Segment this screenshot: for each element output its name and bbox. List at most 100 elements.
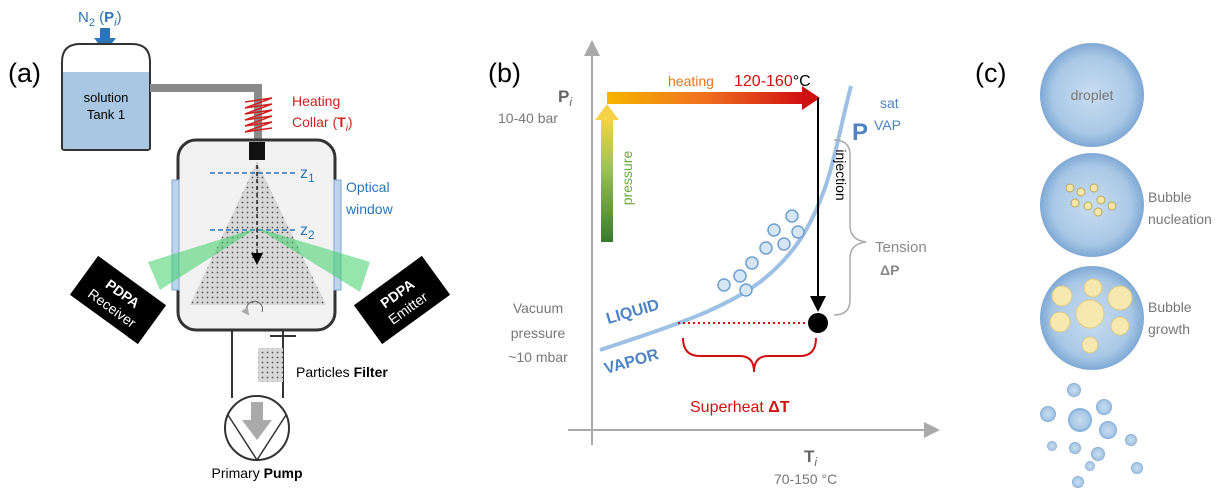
panel-label: (b) (488, 58, 521, 88)
page: (a) N2 (Pi) solution Tank 1 Heating Coll… (0, 0, 1227, 490)
droplet-fragment (1040, 406, 1056, 422)
vacuum-label: pressure (511, 325, 566, 341)
text-part: z (300, 165, 308, 182)
nucleation-label: nucleation (1148, 211, 1212, 227)
text-part: N (78, 9, 89, 26)
pump-label: Primary Pump (211, 465, 302, 481)
temp-label: 120-160°C (734, 73, 811, 90)
text-part: ( (95, 9, 104, 26)
liquid-label: LIQUID (604, 297, 661, 328)
tank-label: solution (84, 90, 129, 105)
text-part: T (804, 447, 815, 466)
bubble (1097, 196, 1105, 204)
bubble (1082, 337, 1098, 353)
bubble (740, 284, 752, 296)
pressure-arrowhead (595, 104, 619, 120)
text-part: °C (793, 73, 811, 90)
text-part: Pump (264, 465, 303, 481)
nucleation-label: Bubble (1148, 189, 1192, 205)
tension-label: ΔP (880, 262, 899, 278)
bubble (1084, 202, 1092, 210)
text-part: 120-160 (734, 73, 793, 90)
droplet-fragment (1069, 442, 1081, 454)
panel-b: (b) Pi 10-40 bar heating 120-160°C press… (488, 44, 936, 487)
nozzle (249, 142, 265, 160)
droplet-fragment (1091, 447, 1105, 461)
growth-label: growth (1148, 321, 1190, 337)
bubble (1052, 286, 1072, 306)
text-part: ) (117, 9, 122, 26)
text-part: Particles (296, 364, 354, 380)
bubble (1050, 312, 1070, 332)
p-axis-label: Pi (558, 87, 572, 109)
bubble (1071, 199, 1079, 207)
vacuum-label: ~10 mbar (508, 349, 568, 365)
pressure-arrow (601, 118, 613, 242)
bubble (1066, 184, 1074, 192)
gas-label: N2 (Pi) (78, 9, 122, 29)
heating-label: Heating (292, 93, 340, 109)
droplet-fragment (1072, 476, 1084, 488)
bubble (1076, 300, 1104, 328)
droplet-fragment (1096, 399, 1112, 415)
droplet-label: droplet (1071, 87, 1114, 103)
emitter-box (354, 256, 450, 344)
vapor-label: VAPOR (602, 346, 661, 378)
bubble (768, 224, 780, 236)
droplet-fragment (1067, 383, 1081, 397)
vacuum-label: Vacuum (513, 300, 563, 316)
bubble (746, 257, 758, 269)
text-part: P (104, 9, 114, 26)
bubble (1108, 202, 1116, 210)
bubble (786, 210, 798, 222)
text-part: 1 (308, 171, 315, 185)
bubble (778, 238, 790, 250)
text-part: P (558, 87, 569, 106)
window-label: window (345, 201, 394, 217)
bubble (1094, 208, 1102, 216)
filter-label: Particles Filter (296, 364, 388, 380)
text-part: 2 (308, 228, 315, 242)
pressure-label: pressure (619, 151, 635, 206)
droplet-fragment (1099, 421, 1117, 439)
text-part: i (814, 455, 817, 469)
panel-label: (c) (975, 58, 1006, 88)
bubble (1108, 286, 1132, 310)
emitter: PDPA Emitter (354, 256, 450, 344)
text-part: Primary (211, 465, 263, 481)
bubble (734, 270, 746, 282)
text-part: Collar ( (292, 114, 337, 130)
panel-a: (a) N2 (Pi) solution Tank 1 Heating Coll… (8, 9, 450, 481)
filter (258, 348, 283, 382)
p-range: 10-40 bar (498, 110, 558, 126)
superheat-brace (683, 338, 816, 372)
text-part: ΔT (768, 399, 790, 416)
text-part: Superheat (690, 399, 768, 416)
bubble (792, 226, 804, 238)
bubble (1077, 188, 1085, 196)
heating-coil (245, 98, 272, 132)
text-part: Filter (354, 364, 389, 380)
droplet-fragment (1131, 462, 1143, 474)
text-part: P (852, 119, 868, 146)
injection-label: injection (833, 149, 849, 200)
droplet-fragment (1047, 441, 1057, 451)
burst-droplets (1040, 383, 1143, 488)
droplet-fragment (1068, 408, 1092, 432)
text-part: z (300, 222, 308, 239)
t-axis-label: Ti (804, 447, 817, 469)
figure: (a) N2 (Pi) solution Tank 1 Heating Coll… (0, 0, 1227, 490)
heating-label: Collar (Ti) (292, 114, 353, 134)
text-part: i (569, 95, 572, 109)
t-range: 70-150 °C (774, 471, 837, 487)
bubble (718, 279, 730, 291)
droplet-fragment (1085, 461, 1095, 471)
text-part: ) (348, 114, 353, 130)
bubble (1084, 279, 1102, 297)
bubble (1111, 317, 1129, 335)
droplet-fragment (1125, 434, 1137, 446)
tank-label: Tank 1 (87, 107, 125, 122)
window-label: Optical (346, 179, 390, 195)
growth-label: Bubble (1148, 299, 1192, 315)
